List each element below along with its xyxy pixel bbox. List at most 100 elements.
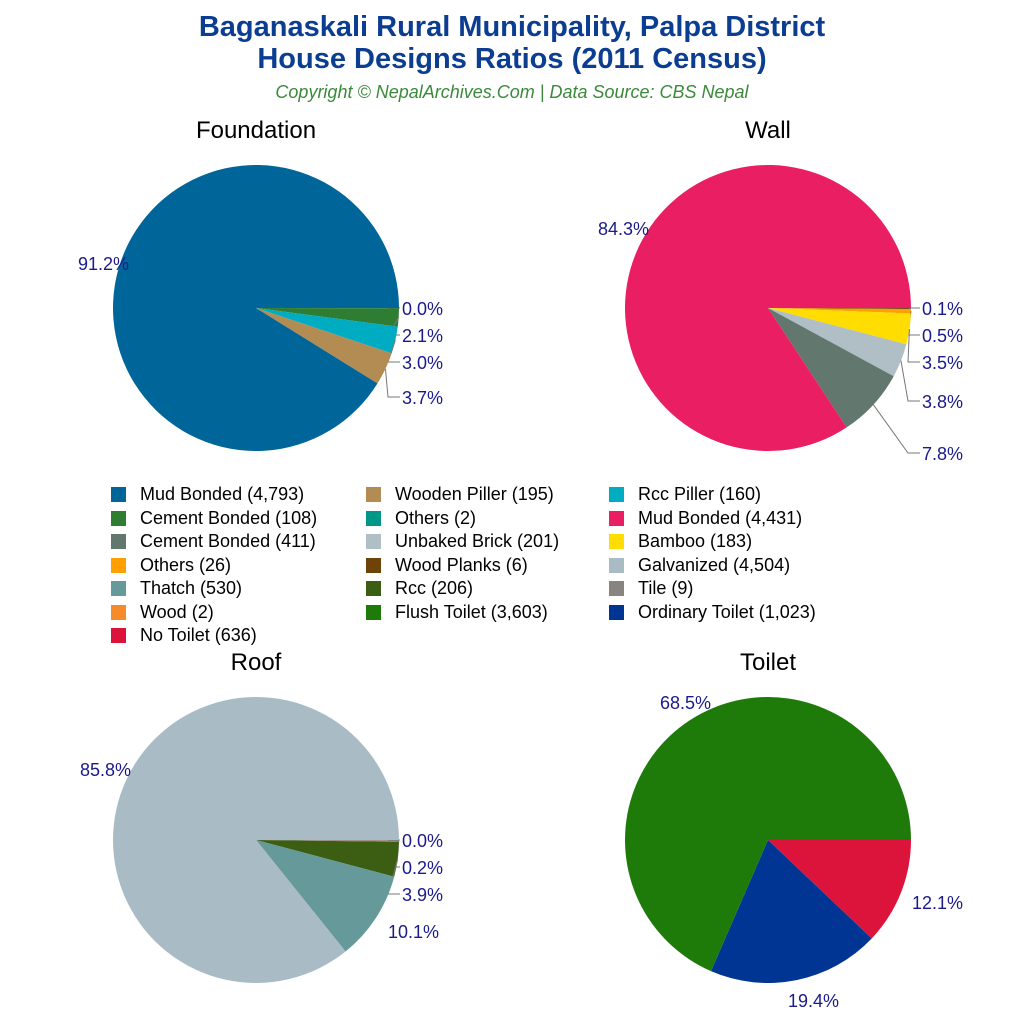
legend-label: Wood Planks (6) — [395, 554, 528, 575]
legend-label: Flush Toilet (3,603) — [395, 601, 548, 622]
slice-label: 0.1% — [922, 299, 963, 319]
legend-swatch — [609, 534, 624, 550]
legend-swatch — [366, 581, 381, 597]
legend-item: Others (2) — [366, 507, 476, 531]
legend-item: Others (26) — [111, 554, 231, 578]
leader-line — [907, 329, 920, 363]
legend-swatch — [111, 581, 126, 597]
slice-label: 0.5% — [922, 326, 963, 346]
legend-swatch — [609, 604, 624, 620]
legend-label: Cement Bonded (411) — [140, 531, 316, 552]
slice-label: 3.5% — [922, 353, 963, 373]
legend-label: Wood (2) — [140, 601, 214, 622]
legend-swatch — [609, 510, 624, 526]
slice-label: 84.3% — [598, 219, 649, 239]
legend-item: Flush Toilet (3,603) — [366, 601, 548, 625]
legend-label: Unbaked Brick (201) — [395, 531, 560, 552]
legend-swatch — [609, 487, 624, 503]
legend-item: Mud Bonded (4,793) — [111, 483, 304, 507]
legend-label: Ordinary Toilet (1,023) — [638, 601, 816, 622]
legend-swatch — [111, 604, 126, 620]
slice-label: 19.4% — [788, 991, 839, 1011]
pie-slice — [256, 308, 398, 354]
legend-swatch — [111, 487, 126, 503]
legend-item: Mud Bonded (4,431) — [609, 507, 802, 531]
legend-label: Galvanized (4,504) — [638, 554, 791, 575]
legend-item: Wood (2) — [111, 601, 214, 625]
slice-label: 2.1% — [402, 326, 443, 346]
legend-item: Cement Bonded (411) — [111, 530, 316, 554]
leader-line — [384, 368, 400, 398]
pie-title: Toilet — [740, 649, 796, 676]
legend-swatch — [111, 557, 126, 573]
slice-label: 91.2% — [78, 254, 129, 274]
pie-slice — [256, 308, 399, 327]
slice-label: 3.9% — [402, 885, 443, 905]
legend-swatch — [609, 557, 624, 573]
pie-slice — [256, 840, 395, 952]
slice-label: 85.8% — [80, 760, 131, 780]
pie-slice — [768, 308, 911, 345]
pie-slice — [256, 840, 399, 877]
slice-label: 0.2% — [402, 858, 443, 878]
slice-label: 3.7% — [402, 388, 443, 408]
pie-slice — [768, 308, 911, 310]
pie-slice — [256, 308, 392, 384]
legend-item: No Toilet (636) — [111, 624, 257, 648]
pie-slice — [768, 840, 911, 939]
pie-slice — [768, 308, 894, 428]
chart-title-line1: Baganaskali Rural Municipality, Palpa Di… — [198, 11, 826, 43]
slice-label: 7.8% — [922, 444, 963, 464]
legend-item: Rcc Piller (160) — [609, 483, 761, 507]
legend-item: Bamboo (183) — [609, 530, 752, 554]
pie-slice — [112, 164, 399, 451]
legend-swatch — [366, 487, 381, 503]
legend-label: Tile (9) — [638, 578, 694, 599]
legend-label: Mud Bonded (4,431) — [638, 507, 803, 528]
legend-label: Rcc Piller (160) — [638, 484, 762, 505]
legend-swatch — [366, 510, 381, 526]
leader-line — [907, 307, 920, 310]
legend-label: No Toilet (636) — [140, 625, 257, 646]
legend-label: Bamboo (183) — [638, 531, 753, 552]
legend-swatch — [366, 557, 381, 573]
slice-label: 12.1% — [912, 893, 963, 913]
leader-line — [872, 404, 920, 454]
legend-item: Cement Bonded (108) — [111, 507, 317, 531]
legend-label: Rcc (206) — [395, 578, 474, 599]
pie-slice — [113, 696, 400, 983]
legend-item: Wood Planks (6) — [366, 554, 528, 578]
legend-swatch — [609, 581, 624, 597]
chart-title-line2: House Designs Ratios (2011 Census) — [257, 43, 767, 75]
pie-slice — [625, 697, 911, 972]
legend-label: Wooden Piller (195) — [395, 484, 554, 505]
slice-label: 3.8% — [922, 392, 963, 412]
pie-title: Wall — [745, 117, 791, 144]
legend-item: Unbaked Brick (201) — [366, 530, 559, 554]
pie-slice — [710, 840, 872, 983]
legend-item: Tile (9) — [609, 577, 693, 601]
leader-line — [900, 360, 920, 402]
legend-item: Rcc (206) — [366, 577, 473, 601]
legend-swatch — [111, 628, 126, 644]
slice-label: 10.1% — [388, 922, 439, 942]
legend-swatch — [366, 534, 381, 550]
legend-item: Galvanized (4,504) — [609, 554, 790, 578]
legend-label: Others (26) — [140, 554, 232, 575]
slice-label: 0.0% — [402, 299, 443, 319]
pie-title: Foundation — [196, 117, 316, 144]
legend-item: Wooden Piller (195) — [366, 483, 554, 507]
pie-slice — [768, 308, 911, 314]
legend-label: Thatch (530) — [140, 578, 243, 599]
slice-label: 68.5% — [660, 693, 711, 713]
pie-slice — [768, 308, 907, 377]
pie-title: Roof — [231, 649, 282, 676]
legend-label: Cement Bonded (108) — [140, 507, 318, 528]
legend-swatch — [111, 510, 126, 526]
legend-label: Others (2) — [395, 507, 477, 528]
legend-item: Thatch (530) — [111, 577, 242, 601]
pie-slice — [625, 165, 911, 452]
legend-label: Mud Bonded (4,793) — [140, 484, 305, 505]
legend-swatch — [366, 604, 381, 620]
